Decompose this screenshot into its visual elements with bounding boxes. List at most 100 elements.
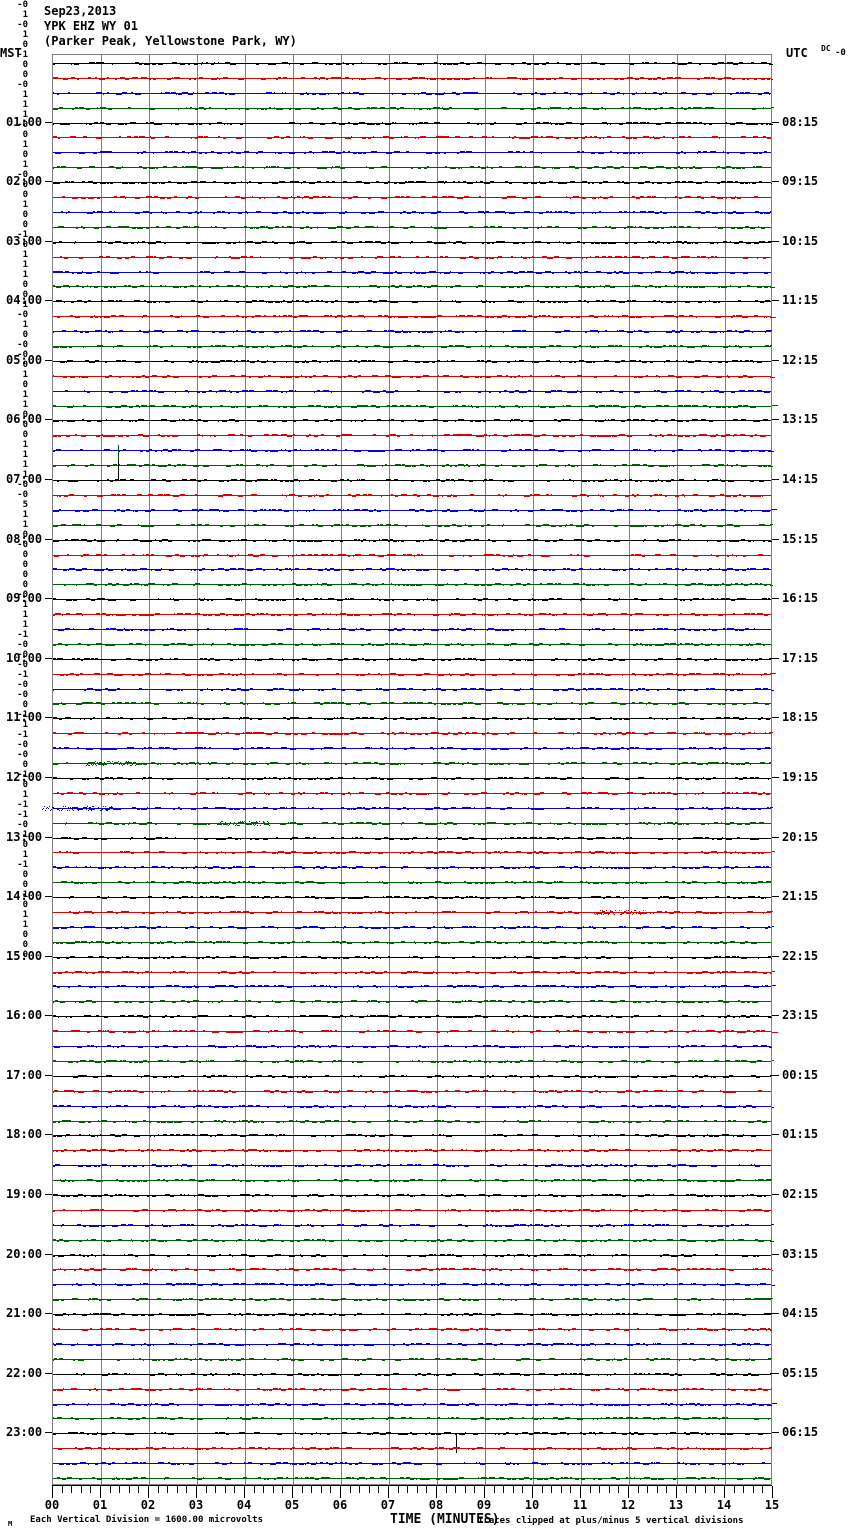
trace-noise-segment xyxy=(371,151,377,153)
trace-noise-segment xyxy=(475,376,479,378)
trace-noise-segment xyxy=(440,540,445,542)
trace-noise-segment xyxy=(53,615,55,617)
event-burst-sample xyxy=(97,807,98,809)
trace-noise-segment xyxy=(366,568,368,570)
trace-noise-segment xyxy=(653,227,659,229)
trace-noise-segment xyxy=(702,598,704,600)
trace-noise-segment xyxy=(528,553,531,555)
trace-noise-segment xyxy=(653,136,654,138)
trace-noise-segment xyxy=(255,242,261,244)
trace-noise-segment xyxy=(86,123,87,125)
trace-noise-segment xyxy=(327,628,329,629)
trace-noise-segment xyxy=(305,359,306,361)
trace-noise-segment xyxy=(386,749,388,751)
trace-noise-segment xyxy=(727,181,733,183)
trace-noise-segment xyxy=(436,762,438,764)
trace-noise-segment xyxy=(458,464,464,466)
trace-noise-segment xyxy=(537,106,541,108)
trace-noise-segment xyxy=(238,345,243,346)
trace-noise-segment xyxy=(655,644,658,646)
trace-noise-segment xyxy=(489,436,490,438)
trace-noise-segment xyxy=(449,345,453,346)
trace-noise-segment xyxy=(141,525,146,527)
trace-noise-segment xyxy=(266,166,268,168)
event-burst-sample xyxy=(98,807,99,809)
trace-noise-segment xyxy=(655,242,657,244)
trace-noise-segment xyxy=(768,451,774,453)
trace-noise-segment xyxy=(441,78,445,80)
trace-noise-segment xyxy=(440,674,444,676)
trace-noise-segment xyxy=(117,493,120,495)
trace-noise-segment xyxy=(451,642,452,644)
trace-noise-segment xyxy=(403,332,408,334)
trace-noise-segment xyxy=(445,630,446,631)
trace-noise-segment xyxy=(87,778,89,780)
trace-noise-segment xyxy=(312,628,318,629)
trace-noise-segment xyxy=(67,466,69,468)
trace-noise-segment xyxy=(441,93,444,95)
trace-noise-segment xyxy=(619,391,623,393)
trace-noise-segment xyxy=(288,285,294,287)
seismogram-plot-area xyxy=(42,54,778,1485)
trace-noise-segment xyxy=(676,317,678,319)
trace-noise-segment xyxy=(481,359,484,361)
trace-noise-segment xyxy=(131,630,133,631)
grid-line-vertical xyxy=(389,55,390,1484)
trace-noise-segment xyxy=(187,257,192,259)
trace-noise-segment xyxy=(540,583,542,585)
trace-noise-segment xyxy=(353,657,359,659)
trace-noise-segment xyxy=(582,704,583,706)
trace-noise-segment xyxy=(385,374,391,376)
trace-noise-segment xyxy=(283,538,286,540)
trace-noise-segment xyxy=(648,168,654,170)
trace-noise-segment xyxy=(499,404,501,406)
trace-noise-segment xyxy=(591,62,597,63)
trace-noise-segment xyxy=(460,642,461,644)
trace-noise-segment xyxy=(84,657,90,659)
trace-noise-segment xyxy=(269,776,270,778)
seismogram-trace xyxy=(53,628,771,631)
trace-noise-segment xyxy=(312,615,316,617)
trace-noise-segment xyxy=(712,272,718,274)
trace-noise-segment xyxy=(764,151,767,153)
trace-noise-segment xyxy=(427,166,429,168)
trace-noise-segment xyxy=(309,183,315,185)
trace-noise-segment xyxy=(155,538,156,540)
trace-noise-segment xyxy=(174,495,179,497)
trace-noise-segment xyxy=(328,227,330,229)
trace-noise-segment xyxy=(411,644,417,646)
trace-noise-segment xyxy=(583,242,585,244)
trace-noise-segment xyxy=(637,255,640,257)
trace-noise-segment xyxy=(53,510,59,512)
trace-noise-segment xyxy=(469,508,473,510)
trace-noise-segment xyxy=(400,212,402,214)
trace-noise-segment xyxy=(240,449,244,451)
trace-noise-segment xyxy=(534,436,540,438)
trace-noise-segment xyxy=(723,628,725,629)
trace-noise-segment xyxy=(121,570,123,572)
trace-noise-segment xyxy=(87,332,89,334)
trace-noise-segment xyxy=(89,808,95,810)
trace-noise-segment xyxy=(434,242,440,244)
trace-noise-segment xyxy=(314,598,318,600)
trace-noise-segment xyxy=(613,762,617,764)
trace-noise-segment xyxy=(75,317,80,319)
trace-noise-segment xyxy=(445,227,447,229)
trace-noise-segment xyxy=(705,585,706,587)
trace-noise-segment xyxy=(733,315,735,317)
trace-noise-segment xyxy=(516,659,521,661)
trace-noise-segment xyxy=(543,464,547,466)
trace-noise-segment xyxy=(286,361,287,363)
trace-noise-segment xyxy=(336,419,342,421)
trace-noise-segment xyxy=(518,330,521,332)
trace-noise-segment xyxy=(466,628,472,629)
trace-noise-segment xyxy=(442,630,443,631)
trace-noise-segment xyxy=(622,704,626,706)
seismogram-trace xyxy=(53,508,777,512)
trace-noise-segment xyxy=(414,93,415,95)
trace-noise-segment xyxy=(722,583,724,585)
event-burst-sample xyxy=(101,809,102,811)
trace-noise-segment xyxy=(770,317,776,319)
trace-noise-segment xyxy=(590,136,592,138)
trace-noise-segment xyxy=(485,330,487,332)
